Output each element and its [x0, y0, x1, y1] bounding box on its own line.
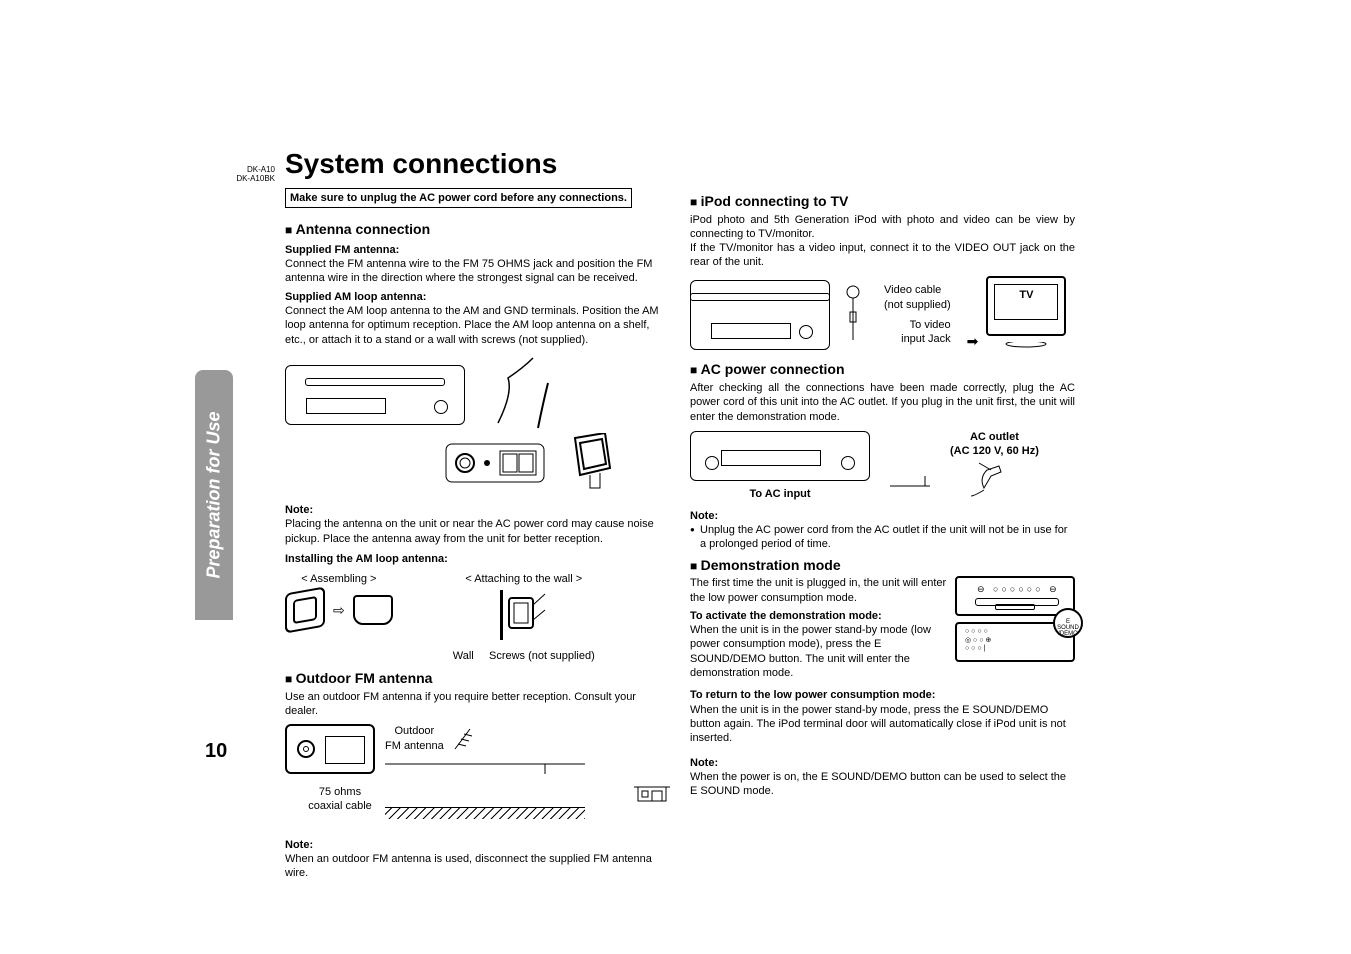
- ac-spec-label: (AC 120 V, 60 Hz): [950, 444, 1039, 458]
- ac-outlet-label: AC outlet: [950, 430, 1039, 444]
- ground-icon: [385, 807, 585, 819]
- device-rear-icon-3: [690, 431, 870, 481]
- columns: Make sure to unplug the AC power cord be…: [285, 188, 1075, 881]
- antenna-stand-icon: [353, 595, 393, 625]
- model-label: DK-A10 DK-A10BK: [225, 166, 275, 184]
- coax-label: 75 ohms coaxial cable: [285, 785, 395, 814]
- side-tab-label: Preparation for Use: [204, 411, 225, 578]
- connector-icon: [285, 724, 375, 774]
- house-icon: [634, 779, 670, 807]
- remote-top-icon: ⊖ ○○○○○○ ⊖: [955, 576, 1075, 616]
- assembly-row: < Assembling > ⇨ < Attaching to the wall…: [285, 572, 670, 663]
- ac-note-label: Note:: [690, 509, 1075, 523]
- ac-note-body: Unplug the AC power cord from the AC out…: [690, 523, 1075, 552]
- device-rear-icon: [285, 365, 465, 425]
- install-heading: Installing the AM loop antenna:: [285, 552, 670, 566]
- loop-antenna-icon: [285, 587, 325, 634]
- ipod-body1: iPod photo and 5th Generation iPod with …: [690, 213, 1075, 242]
- attaching-col: < Attaching to the wall > Wall Screws (n…: [453, 572, 595, 663]
- arrow-icon: ⇨: [333, 601, 345, 619]
- note1-body: Placing the antenna on the unit or near …: [285, 517, 670, 546]
- page-number: 10: [205, 740, 227, 763]
- attaching-label: < Attaching to the wall >: [453, 572, 595, 586]
- assembling-col: < Assembling > ⇨: [285, 572, 393, 630]
- side-tab: Preparation for Use: [195, 370, 233, 620]
- antenna-heading: Antenna connection: [285, 220, 670, 239]
- fm-body: Connect the FM antenna wire to the FM 75…: [285, 257, 670, 286]
- cable-line-icon: [385, 754, 585, 774]
- fm-wire-icon: [493, 353, 553, 437]
- wall-label: Wall: [453, 650, 474, 662]
- demo-heading: Demonstration mode: [690, 556, 1075, 575]
- am-subheading: Supplied AM loop antenna:: [285, 290, 670, 304]
- tv-icon: TV: [986, 276, 1066, 336]
- video-cable-icon: [838, 280, 868, 350]
- assembling-label: < Assembling >: [285, 572, 393, 586]
- am-body: Connect the AM loop antenna to the AM an…: [285, 304, 670, 347]
- screws-label: Screws (not supplied): [489, 650, 595, 662]
- warning-box: Make sure to unplug the AC power cord be…: [285, 188, 632, 208]
- demo-return-body: When the unit is in the power stand-by m…: [690, 703, 1075, 746]
- note1-label: Note:: [285, 503, 670, 517]
- demo-note-label: Note:: [690, 756, 1075, 770]
- note2-label: Note:: [285, 838, 670, 852]
- video-cable-label: Video cable (not supplied): [884, 283, 951, 312]
- demo-return-sub: To return to the low power consumption m…: [690, 688, 1075, 702]
- demo-button-icon: E SOUND /DEMO: [1053, 608, 1083, 638]
- demo-note-body: When the power is on, the E SOUND/DEMO b…: [690, 770, 1075, 799]
- page-title: System connections: [285, 148, 1300, 180]
- page-content: DK-A10 DK-A10BK System connections Make …: [230, 148, 1300, 788]
- wall-mount-icon: [500, 590, 547, 640]
- ac-body: After checking all the connections have …: [690, 381, 1075, 424]
- to-ac-input-label: To AC input: [690, 487, 870, 501]
- ac-diagram: To AC input AC outlet (AC 120 V, 60 Hz): [690, 430, 1075, 503]
- ipod-body2: If the TV/monitor has a video input, con…: [690, 241, 1075, 270]
- to-video-label: To video input Jack: [884, 318, 951, 347]
- cable-labels: Video cable (not supplied) To video inpu…: [876, 279, 959, 350]
- antenna-diagram: [285, 353, 670, 497]
- outdoor-body: Use an outdoor FM antenna if you require…: [285, 690, 670, 719]
- rear-terminals-icon: [445, 443, 545, 483]
- plug-icon: [969, 458, 1019, 498]
- device-rear-icon-2: [690, 280, 830, 350]
- right-column: iPod connecting to TV iPod photo and 5th…: [690, 188, 1075, 881]
- outdoor-heading: Outdoor FM antenna: [285, 669, 670, 688]
- tv-label: TV: [988, 288, 1064, 302]
- wall-caption: Wall Screws (not supplied): [453, 649, 595, 663]
- am-loop-icon: [565, 433, 615, 497]
- ipod-diagram: Video cable (not supplied) To video inpu…: [690, 276, 1075, 355]
- outdoor-antenna-label: Outdoor FM antenna: [385, 724, 444, 753]
- outdoor-antenna-icon: [450, 724, 480, 754]
- remote-diagram: ⊖ ○○○○○○ ⊖ ○ ○ ○ ○◎ ○ ○ ⊕○ ○ ○ | E SOUND…: [955, 576, 1075, 662]
- fm-subheading: Supplied FM antenna:: [285, 243, 670, 257]
- ac-heading: AC power connection: [690, 360, 1075, 379]
- ipod-heading: iPod connecting to TV: [690, 192, 1075, 211]
- left-column: Make sure to unplug the AC power cord be…: [285, 188, 670, 881]
- ac-cable-icon: [890, 441, 930, 491]
- model-line2: DK-A10BK: [225, 175, 275, 184]
- arrow-right-icon: [967, 332, 979, 350]
- note2-body: When an outdoor FM antenna is used, disc…: [285, 852, 670, 881]
